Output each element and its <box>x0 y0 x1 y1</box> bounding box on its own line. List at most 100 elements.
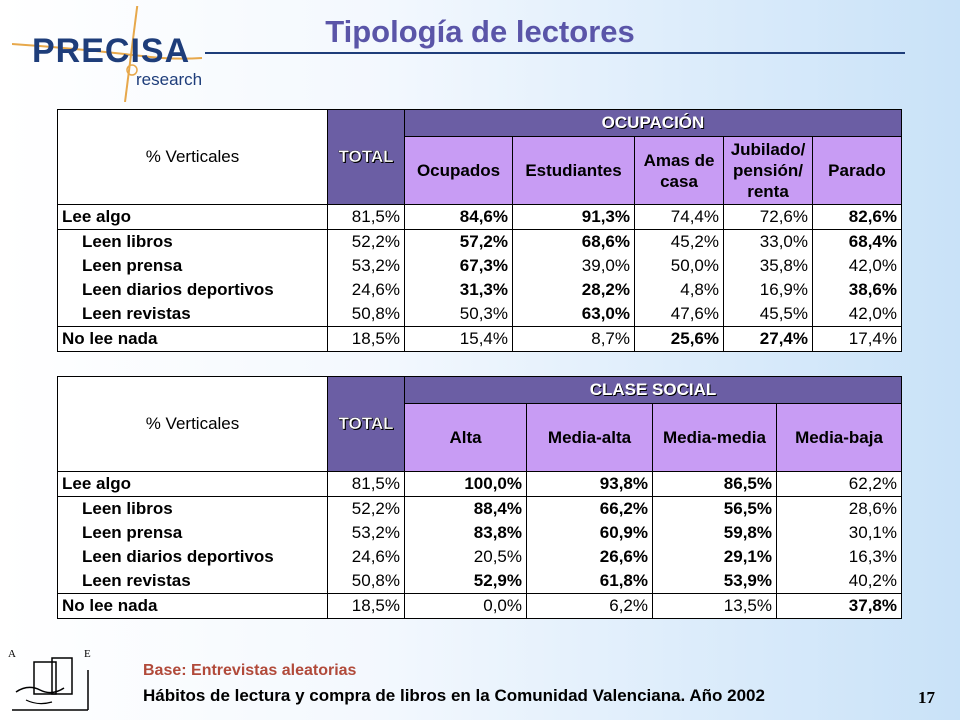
value-cell: 30,1% <box>776 521 902 545</box>
value-cell: 28,2% <box>512 278 635 302</box>
total-header: TOTAL <box>327 376 405 472</box>
column-header: Parado <box>812 136 902 205</box>
total-cell: 24,6% <box>327 545 405 569</box>
value-cell: 25,6% <box>634 326 724 352</box>
page-number: 17 <box>918 688 935 707</box>
value-cell: 83,8% <box>404 521 527 545</box>
value-cell: 66,2% <box>526 496 653 521</box>
value-cell: 38,6% <box>812 278 902 302</box>
total-cell: 18,5% <box>327 593 405 619</box>
value-cell: 84,6% <box>404 204 513 230</box>
value-cell: 82,6% <box>812 204 902 230</box>
value-cell: 68,4% <box>812 229 902 254</box>
total-cell: 50,8% <box>327 302 405 327</box>
total-cell: 24,6% <box>327 278 405 302</box>
value-cell: 16,3% <box>776 545 902 569</box>
value-cell: 47,6% <box>634 302 724 327</box>
total-cell: 53,2% <box>327 254 405 278</box>
value-cell: 15,4% <box>404 326 513 352</box>
row-label: Leen libros <box>57 229 328 254</box>
row-label: Leen prensa <box>57 521 328 545</box>
total-cell: 52,2% <box>327 496 405 521</box>
logo-subtitle: research <box>136 70 203 89</box>
table-row: Leen prensa 53,2% 67,3% 39,0% 50,0% 35,8% 42,0… <box>57 254 902 278</box>
value-cell: 8,7% <box>512 326 635 352</box>
row-label: Leen prensa <box>57 254 328 278</box>
table-row: Lee algo 81,5% 100,0% 93,8% 86,5% 62,2% <box>57 471 902 497</box>
value-cell: 74,4% <box>634 204 724 230</box>
column-header: Alta <box>404 403 527 472</box>
total-cell: 50,8% <box>327 569 405 594</box>
row-label: Leen revistas <box>57 302 328 327</box>
clase-social-table: % Verticales TOTAL CLASE SOCIAL Alta Medi… <box>57 376 902 619</box>
table-row: Leen libros 52,2% 57,2% 68,6% 45,2% 33,0% 68,4… <box>57 229 902 254</box>
value-cell: 39,0% <box>512 254 635 278</box>
column-header: Media-media <box>652 403 777 472</box>
group-header: OCUPACIÓN <box>404 109 902 137</box>
table-row: Leen libros 52,2% 88,4% 66,2% 56,5% 28,6% <box>57 496 902 521</box>
table-row: Leen diarios deportivos 24,6% 31,3% 28,2% 4,… <box>57 278 902 302</box>
corner-label: % Verticales <box>57 376 328 472</box>
value-cell: 16,9% <box>723 278 813 302</box>
total-cell: 53,2% <box>327 521 405 545</box>
total-cell: 81,5% <box>327 471 405 497</box>
value-cell: 28,6% <box>776 496 902 521</box>
value-cell: 57,2% <box>404 229 513 254</box>
column-header: Amas de casa <box>634 136 724 205</box>
value-cell: 42,0% <box>812 254 902 278</box>
value-cell: 35,8% <box>723 254 813 278</box>
row-label: Leen libros <box>57 496 328 521</box>
value-cell: 45,2% <box>634 229 724 254</box>
value-cell: 45,5% <box>723 302 813 327</box>
value-cell: 4,8% <box>634 278 724 302</box>
row-label: Leen diarios deportivos <box>57 545 328 569</box>
column-header: Media-baja <box>776 403 902 472</box>
value-cell: 52,9% <box>404 569 527 594</box>
value-cell: 17,4% <box>812 326 902 352</box>
base-note: Base: Entrevistas aleatorias <box>143 662 357 679</box>
value-cell: 0,0% <box>404 593 527 619</box>
table-row: Lee algo 81,5% 84,6% 91,3% 74,4% 72,6% 82,6% <box>57 204 902 230</box>
value-cell: 62,2% <box>776 471 902 497</box>
value-cell: 68,6% <box>512 229 635 254</box>
row-label: Leen revistas <box>57 569 328 594</box>
group-header: CLASE SOCIAL <box>404 376 902 404</box>
value-cell: 67,3% <box>404 254 513 278</box>
value-cell: 56,5% <box>652 496 777 521</box>
value-cell: 59,8% <box>652 521 777 545</box>
value-cell: 33,0% <box>723 229 813 254</box>
total-cell: 18,5% <box>327 326 405 352</box>
corner-label: % Verticales <box>57 109 328 205</box>
ocupacion-table: % Verticales TOTAL OCUPACIÓN Ocupados Est… <box>57 109 902 352</box>
source-note: Hábitos de lectura y compra de libros en… <box>143 686 765 705</box>
value-cell: 91,3% <box>512 204 635 230</box>
value-cell: 72,6% <box>723 204 813 230</box>
value-cell: 63,0% <box>512 302 635 327</box>
total-cell: 81,5% <box>327 204 405 230</box>
value-cell: 31,3% <box>404 278 513 302</box>
value-cell: 88,4% <box>404 496 527 521</box>
value-cell: 60,9% <box>526 521 653 545</box>
table-row: No lee nada 18,5% 15,4% 8,7% 25,6% 27,4% 17,4% <box>57 326 902 352</box>
row-label: Lee algo <box>57 471 328 497</box>
total-header: TOTAL <box>327 109 405 205</box>
value-cell: 40,2% <box>776 569 902 594</box>
value-cell: 29,1% <box>652 545 777 569</box>
column-header: Media-alta <box>526 403 653 472</box>
value-cell: 37,8% <box>776 593 902 619</box>
value-cell: 6,2% <box>526 593 653 619</box>
column-header: Jubilado/ pensión/ renta <box>723 136 813 205</box>
value-cell: 13,5% <box>652 593 777 619</box>
book-hand-icon <box>12 657 89 711</box>
precisa-logo: PRECISA research <box>12 6 212 102</box>
page-title: Tipología de lectores <box>325 14 635 49</box>
table-row: Leen diarios deportivos 24,6% 20,5% 26,6% 29… <box>57 545 902 569</box>
ae-letter-a: A <box>8 648 16 660</box>
value-cell: 86,5% <box>652 471 777 497</box>
value-cell: 20,5% <box>404 545 527 569</box>
table-row: Leen revistas 50,8% 50,3% 63,0% 47,6% 45,5% 42… <box>57 302 902 327</box>
value-cell: 27,4% <box>723 326 813 352</box>
table-row: Leen prensa 53,2% 83,8% 60,9% 59,8% 30,1% <box>57 521 902 545</box>
ae-letter-e: E <box>84 648 91 660</box>
row-label: No lee nada <box>57 326 328 352</box>
